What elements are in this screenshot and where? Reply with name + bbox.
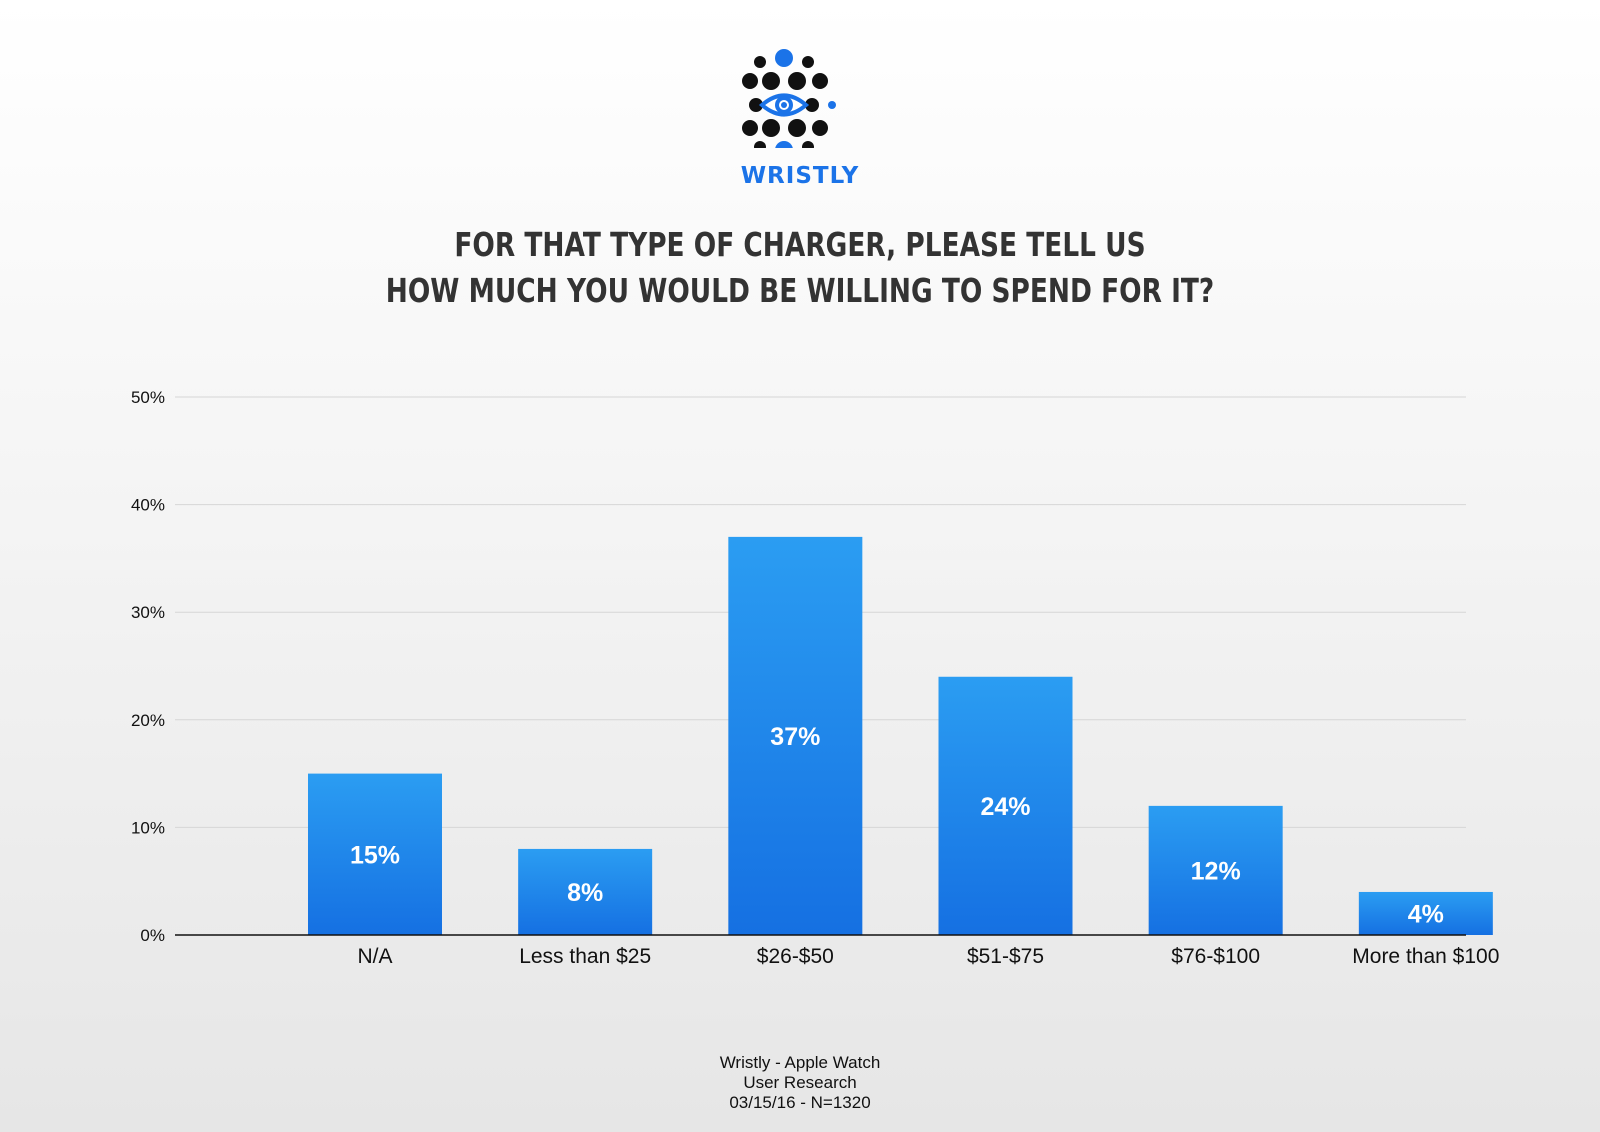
bar <box>518 848 653 935</box>
y-tick-label: 0% <box>140 926 165 945</box>
bar <box>308 773 442 935</box>
footer-line-2: User Research <box>743 1073 857 1092</box>
wristly-logo <box>742 49 836 148</box>
y-tick-label: 30% <box>131 603 165 622</box>
chart-title: FOR THAT TYPE OF CHARGER, PLEASE TELL US… <box>160 222 1440 314</box>
x-tick-label: More than $100 <box>1352 945 1499 968</box>
footer-line-3: 03/15/16 - N=1320 <box>729 1093 871 1112</box>
y-tick-label: 50% <box>131 388 165 407</box>
x-axis-tick-labels: N/A Less than $25 $26-$50 $51-$75 $76-$100 Mo… <box>357 945 1499 968</box>
chart-title-line-2: HOW MUCH YOU WOULD BE WILLING TO SPEND F… <box>385 271 1215 310</box>
bar <box>1148 805 1283 935</box>
bar-data-label: 15% <box>350 841 400 869</box>
chart-title-line-1: FOR THAT TYPE OF CHARGER, PLEASE TELL US <box>454 225 1146 264</box>
bar-data-label: 37% <box>770 723 820 751</box>
bar <box>1358 891 1493 935</box>
x-tick-label: $76-$100 <box>1171 945 1260 968</box>
bar-data-label: 24% <box>980 793 1030 821</box>
y-axis-tick-labels: 0% 10% 20% 30% 40% 50% <box>131 388 165 945</box>
x-tick-label: $26-$50 <box>757 945 834 968</box>
x-tick-label: N/A <box>357 945 392 968</box>
brand-name: WRISTLY <box>740 163 860 189</box>
bar <box>938 676 1073 935</box>
bars: 15% 8% 37% 24% 12% 4% <box>308 536 1493 935</box>
bar-data-label: 12% <box>1191 857 1241 885</box>
bar-data-label: 4% <box>1408 900 1444 928</box>
footer-note: Wristly - Apple Watch User Research 03/1… <box>0 1053 1600 1113</box>
bar <box>728 536 863 935</box>
x-tick-label: $51-$75 <box>967 945 1044 968</box>
y-tick-label: 10% <box>131 818 165 837</box>
y-tick-label: 40% <box>131 496 165 515</box>
y-tick-label: 20% <box>131 711 165 730</box>
footer-line-1: Wristly - Apple Watch <box>719 1053 881 1072</box>
bar-data-label: 8% <box>567 879 603 907</box>
x-tick-label: Less than $25 <box>519 945 651 968</box>
